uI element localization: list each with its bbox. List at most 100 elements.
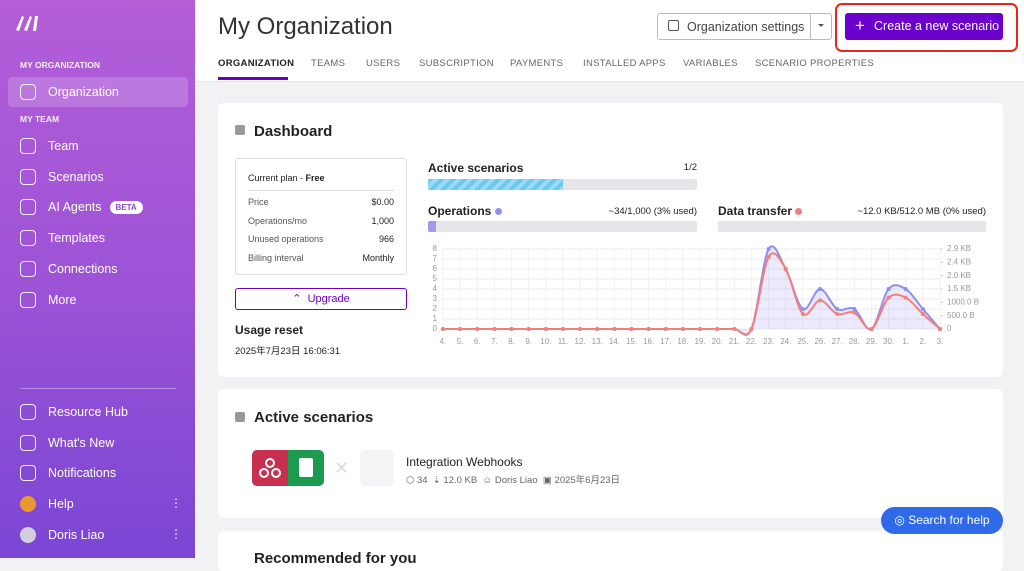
scenario-owner: Doris Liao bbox=[494, 475, 538, 486]
connector: ✕ bbox=[334, 458, 350, 478]
tab[interactable]: TEAMS bbox=[311, 58, 346, 69]
scenario-meta: ⬡ 34 ⇣ 12.0 KB ☺ Doris Liao ▣ 2025年6月23日 bbox=[406, 475, 621, 486]
nav-icon bbox=[20, 404, 36, 420]
help-label: Search for help bbox=[908, 513, 990, 527]
active-bar-track bbox=[428, 179, 697, 190]
tab[interactable]: INSTALLED APPS bbox=[583, 58, 666, 69]
scenarios-card bbox=[218, 389, 1003, 518]
tab[interactable]: PAYMENTS bbox=[510, 58, 564, 69]
tab-underline bbox=[218, 77, 288, 80]
nav-item[interactable]: Organization bbox=[20, 84, 119, 100]
active-label: Active scenarios bbox=[428, 161, 524, 175]
nav-label: More bbox=[48, 292, 77, 307]
webhook-icon bbox=[252, 450, 288, 486]
operations-name: Operations bbox=[428, 204, 492, 218]
tab[interactable]: SCENARIO PROPERTIES bbox=[755, 58, 875, 69]
plan-key: Operations/mo bbox=[248, 215, 308, 226]
operations-bar bbox=[428, 221, 437, 232]
nav-icon bbox=[20, 526, 36, 543]
upgrade-label: Upgrade bbox=[307, 293, 350, 305]
nav-item[interactable]: AI Agents BETA bbox=[20, 199, 143, 216]
sheets-icon bbox=[288, 450, 324, 486]
plan-label: Current plan - bbox=[248, 173, 306, 183]
nav-item[interactable]: Templates bbox=[20, 230, 105, 247]
collapse-icon[interactable] bbox=[235, 412, 245, 422]
plan-value: 1,000 bbox=[371, 215, 394, 226]
plan-row: Operations/mo 1,000 bbox=[248, 216, 394, 226]
active-bar bbox=[428, 179, 563, 190]
plan-row: Price $0.00 bbox=[248, 197, 394, 207]
active-item-bg bbox=[8, 77, 188, 107]
plan-row: Unused operations 966 bbox=[248, 234, 394, 244]
team-label: MY TEAM bbox=[20, 114, 60, 124]
help-button[interactable]: ◎ Search for help bbox=[881, 507, 1003, 534]
divider bbox=[20, 388, 176, 389]
operations-label: Operations bbox=[428, 204, 502, 218]
tab[interactable]: USERS bbox=[366, 58, 401, 69]
nav-label: Scenarios bbox=[48, 169, 104, 184]
recommended-title: Recommended for you bbox=[254, 550, 417, 567]
nav-item[interactable]: Resource Hub bbox=[20, 404, 128, 420]
nav-icon bbox=[20, 465, 36, 482]
nav-icon bbox=[20, 230, 36, 247]
scenarios-title: Active scenarios bbox=[254, 409, 374, 426]
create-button[interactable]: + Create a new scenario bbox=[845, 13, 1003, 40]
more-menu[interactable]: ⋮ bbox=[170, 526, 182, 541]
page-title: My Organization bbox=[218, 13, 393, 40]
dashboard-title: Dashboard bbox=[254, 123, 333, 140]
nav-label: Help bbox=[48, 497, 74, 512]
nav-item[interactable]: Doris Liao bbox=[20, 526, 105, 543]
nav-item[interactable]: Help bbox=[20, 496, 74, 513]
plan-value: Monthly bbox=[362, 252, 394, 263]
nav-label: Team bbox=[48, 139, 79, 153]
nav-icon bbox=[20, 291, 36, 308]
upgrade-button[interactable]: ⌃ Upgrade bbox=[235, 288, 407, 310]
nav-item[interactable]: Notifications bbox=[20, 465, 117, 482]
collapse-icon[interactable] bbox=[235, 125, 245, 135]
nav-label: Doris Liao bbox=[48, 527, 105, 542]
plan-box: Current plan - Free Price $0.00 Operations… bbox=[235, 158, 407, 275]
org-label[interactable]: MY ORGANIZATION bbox=[20, 60, 100, 70]
nav-label: Connections bbox=[48, 261, 118, 276]
nav-item[interactable]: More bbox=[20, 291, 77, 308]
nav-label: Notifications bbox=[48, 466, 117, 481]
nav-item[interactable]: Team bbox=[20, 138, 79, 154]
transfer-track bbox=[718, 221, 986, 232]
nav-label: AI Agents bbox=[48, 200, 102, 215]
tab[interactable]: ORGANIZATION bbox=[218, 58, 295, 69]
nav-label: What's New bbox=[48, 435, 115, 450]
settings-button[interactable]: Organization settings bbox=[657, 13, 832, 40]
nav-label: Templates bbox=[48, 231, 105, 246]
transfer-label: Data transfer bbox=[718, 204, 803, 218]
scenario-date: 2025年6月23日 bbox=[554, 475, 621, 486]
transfer-name: Data transfer bbox=[718, 204, 793, 218]
nav-item[interactable]: Scenarios bbox=[20, 168, 104, 185]
transfer-usage: ~12.0 KB/512.0 MB (0% used) bbox=[857, 206, 986, 217]
operations-usage: ~34/1,000 (3% used) bbox=[608, 206, 697, 217]
nav-item[interactable]: What's New bbox=[20, 434, 115, 451]
scenario-name[interactable]: Integration Webhooks bbox=[406, 455, 523, 469]
plan-name: Free bbox=[305, 173, 325, 183]
scenario-ops: 34 bbox=[416, 475, 428, 486]
plan-row: Billing interval Monthly bbox=[248, 253, 394, 263]
nav-item[interactable]: Connections bbox=[20, 260, 118, 277]
plan-key: Unused operations bbox=[248, 234, 324, 244]
plan-key: Billing interval bbox=[248, 252, 304, 263]
highlight-box bbox=[835, 3, 1018, 52]
placeholder-icon bbox=[360, 450, 394, 486]
beta-badge: BETA bbox=[109, 200, 143, 214]
more-menu[interactable]: ⋮ bbox=[170, 496, 182, 511]
settings-label: Organization settings bbox=[687, 20, 805, 34]
tab[interactable]: SUBSCRIPTION bbox=[419, 58, 494, 69]
tab[interactable]: VARIABLES bbox=[683, 58, 738, 69]
reset-date: 2025年7月23日 16:06:31 bbox=[235, 346, 341, 357]
nav-icon bbox=[20, 138, 36, 154]
plan-key: Price bbox=[248, 197, 269, 207]
plan-value: 966 bbox=[378, 234, 394, 244]
nav-label: Resource Hub bbox=[48, 405, 128, 419]
nav-icon bbox=[20, 434, 36, 451]
operations-track bbox=[428, 221, 697, 232]
create-label: Create a new scenario bbox=[874, 19, 1000, 33]
scenario-transfer: 12.0 KB bbox=[443, 475, 478, 486]
